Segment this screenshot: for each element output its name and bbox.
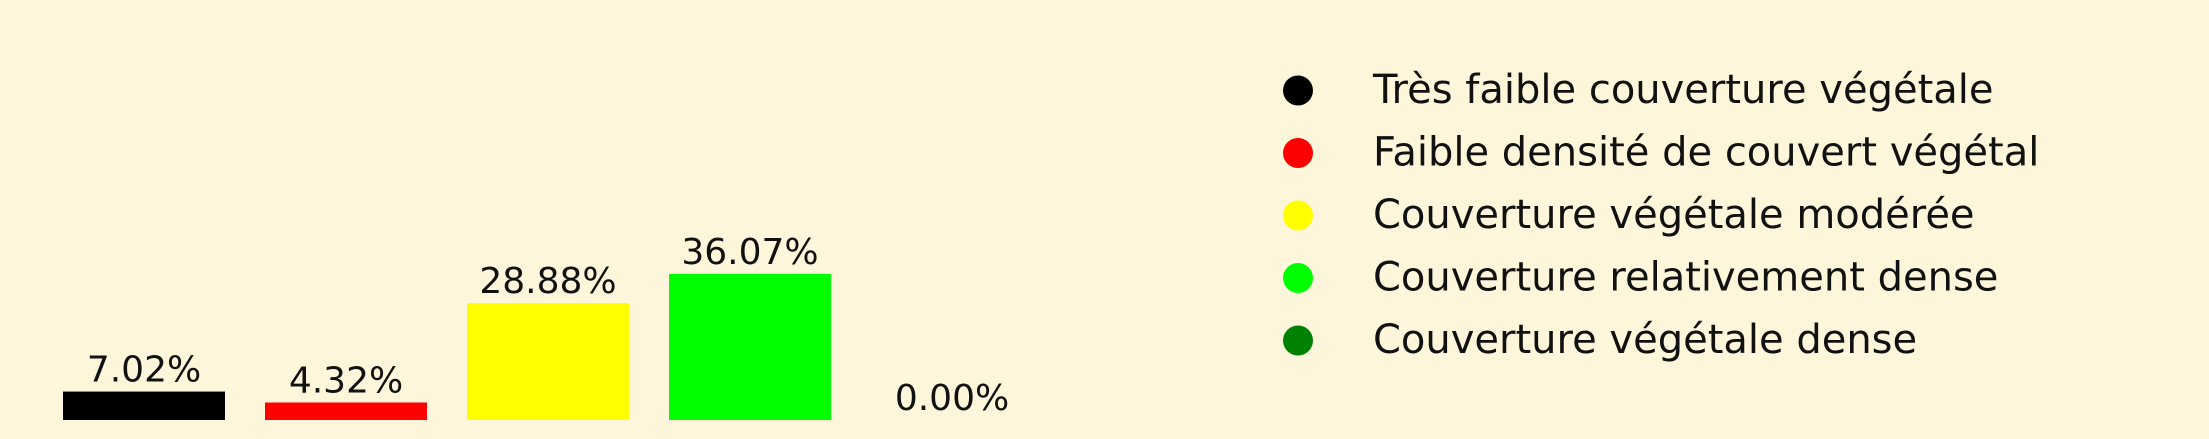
bar-value-label-1: 7.02%	[87, 350, 201, 391]
bar-value-label-2: 4.32%	[289, 361, 403, 402]
legend-marker-5	[1283, 325, 1313, 356]
legend-marker-3	[1283, 200, 1313, 231]
bars-group	[63, 273, 831, 420]
bar-1	[63, 391, 225, 420]
bar-4	[669, 273, 831, 420]
bar-value-label-4: 36.07%	[681, 232, 818, 273]
legend-label-3: Couverture végétale modérée	[1373, 192, 1975, 238]
legend-marker-4	[1283, 263, 1313, 293]
legend-label-2: Faible densité de couvert végétal	[1373, 130, 2039, 176]
bar-value-label-5: 0.00%	[895, 378, 1009, 419]
bar-value-label-3: 28.88%	[479, 261, 616, 302]
legend-label-4: Couverture relativement dense	[1373, 255, 1998, 301]
legend-label-1: Très faible couverture végétale	[1372, 67, 1994, 113]
legend-label-5: Couverture végétale dense	[1373, 317, 1917, 363]
legend-marker-2	[1283, 138, 1313, 168]
bar-labels-group: 7.02% 4.32% 28.88% 36.07% 0.00%	[87, 232, 1009, 419]
legend-marker-1	[1283, 75, 1313, 106]
bar-2	[265, 402, 427, 420]
bar-3	[467, 303, 629, 420]
legend: Très faible couverture végétale Faible de…	[1283, 67, 2039, 363]
